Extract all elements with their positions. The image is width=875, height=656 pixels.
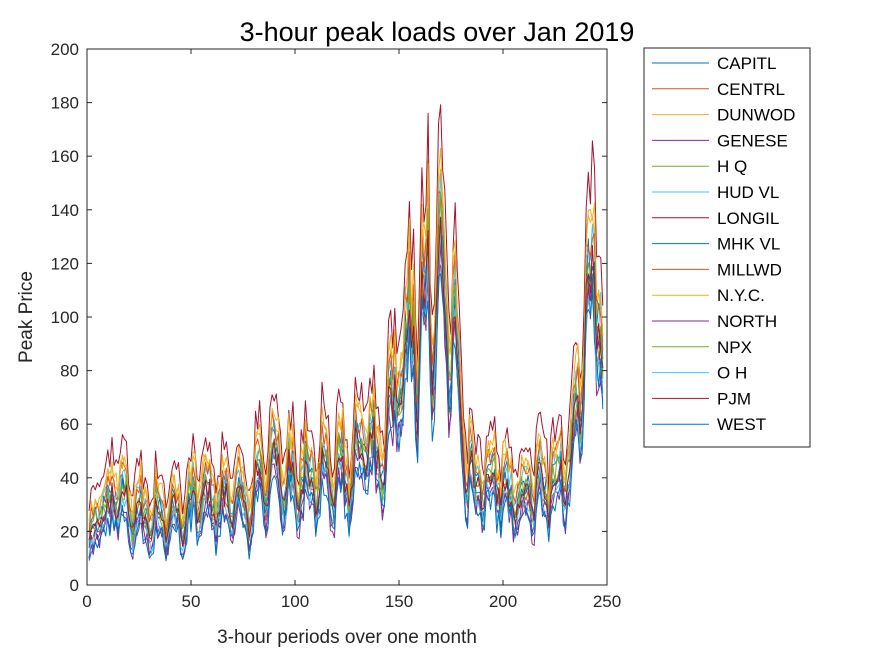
legend: CAPITL CENTRL DUNWOD GENESE H Q HUD VL LONGIL M… [643, 47, 811, 448]
series-line-west [88, 273, 604, 561]
series-line-millwd [88, 176, 604, 535]
legend-label-mhk-vl: MHK VL [717, 235, 780, 254]
legend-label-hud-vl: HUD VL [717, 183, 779, 202]
y-tick-label: 200 [51, 40, 79, 59]
series-line-longil [88, 104, 604, 515]
series-line-north [88, 242, 603, 560]
y-tick-label: 20 [60, 522, 79, 541]
legend-label-pjm: PJM [717, 389, 751, 408]
y-tick-label: 100 [51, 308, 79, 327]
y-axis-label: Peak Price [16, 271, 37, 363]
series-line-pjm [88, 216, 604, 547]
legend-label-north: NORTH [717, 312, 777, 331]
axes-layer [86, 48, 608, 586]
legend-label-centrl: CENTRL [717, 80, 785, 99]
y-tick-label: 0 [70, 576, 79, 595]
x-tick-label: 100 [281, 592, 309, 611]
y-tick-label: 140 [51, 201, 79, 220]
series-line-o-h [88, 226, 604, 555]
x-tick-label: 200 [489, 592, 517, 611]
x-tick-label: 50 [182, 592, 201, 611]
chart-title: 3-hour peak loads over Jan 2019 [240, 17, 635, 47]
y-tick-label: 60 [60, 415, 79, 434]
y-tick-label: 120 [51, 254, 79, 273]
x-tick-label: 0 [82, 592, 91, 611]
y-tick-label: 180 [51, 94, 79, 113]
y-tick-label: 80 [60, 362, 79, 381]
series-line-n-y-c- [88, 147, 604, 527]
legend-label-dunwod: DUNWOD [717, 106, 795, 125]
series-layer [88, 104, 604, 562]
legend-label-npx: NPX [717, 338, 752, 357]
legend-label-genese: GENESE [717, 131, 788, 150]
legend-label-millwd: MILLWD [717, 260, 782, 279]
y-tick-label: 160 [51, 147, 79, 166]
y-tick-label: 40 [60, 469, 79, 488]
legend-label-west: WEST [717, 415, 766, 434]
legend-label-o-h: O H [717, 364, 747, 383]
legend-label-h-q: H Q [717, 157, 747, 176]
x-tick-label: 150 [385, 592, 413, 611]
tick-labels: 0 50 100 150 200 250 0 20 40 60 80 100 120 140 160 180 2… [51, 40, 622, 611]
legend-label-longil: LONGIL [717, 209, 779, 228]
x-axis-label: 3-hour periods over one month [217, 627, 477, 648]
x-tick-label: 250 [593, 592, 621, 611]
legend-label-capitl: CAPITL [717, 54, 777, 73]
legend-label-n-y-c-: N.Y.C. [717, 286, 765, 305]
